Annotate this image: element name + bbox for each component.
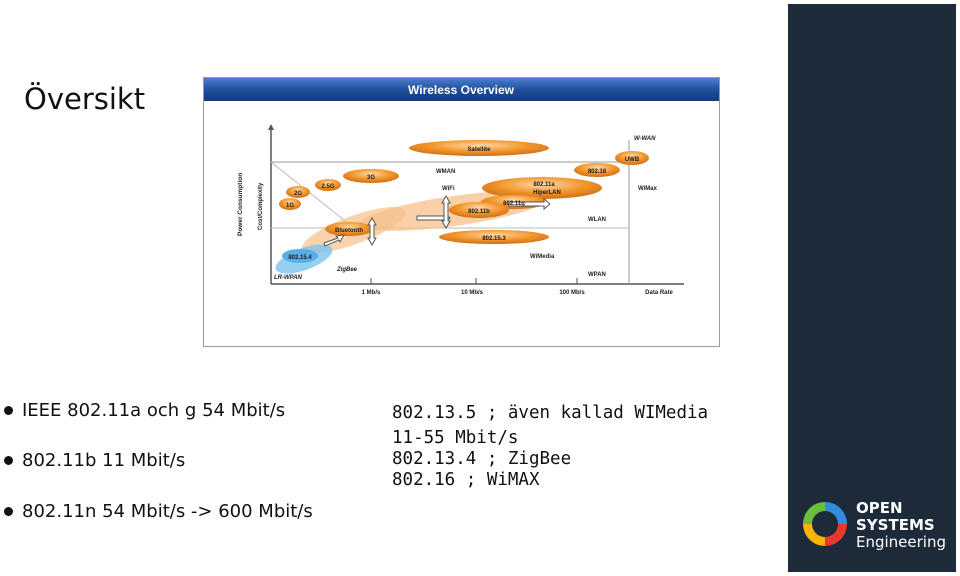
bullet-dot-icon <box>4 456 13 465</box>
bubble-label: 802.16 <box>588 169 607 175</box>
figure-header-bar <box>204 78 719 101</box>
y-axis-label-inner: Cost/Complexity <box>258 182 264 230</box>
bullet-text: 802.11n 54 Mbit/s -> 600 Mbit/s <box>22 501 313 522</box>
bubble-label: 2.5G <box>321 184 334 190</box>
bubble-label: Bluetooth <box>335 228 363 234</box>
satellite-bubble <box>409 140 549 156</box>
bubble-label: ZigBee <box>336 267 358 273</box>
bubble-label: 802.11b <box>468 209 490 215</box>
bubble-label: 802.11g <box>503 201 525 207</box>
802-15-4-bubble <box>282 249 318 263</box>
zone-label: WiFi <box>442 186 455 192</box>
bubble-label: Satellite <box>467 147 491 153</box>
zone-label: WiMax <box>638 186 658 192</box>
bubble-label: UWB <box>625 157 640 163</box>
bullet-text: IEEE 802.11a och g 54 Mbit/s <box>22 400 286 421</box>
bubble-label: 2G <box>294 191 302 197</box>
2g-bubble <box>286 186 310 198</box>
side-panel <box>788 4 956 572</box>
bullet-dot-icon <box>4 406 13 415</box>
x-tick-label: 100 Mb/s <box>559 290 585 296</box>
bullet-dot-icon <box>4 507 13 516</box>
up-down-arrow-icon <box>441 194 451 230</box>
zone-label: WMAN <box>436 169 455 175</box>
802-11b-bubble <box>449 202 509 218</box>
bubble-label: 1G <box>286 203 294 209</box>
diagonal-arrow-icon <box>323 234 345 247</box>
x-tick-label: 10 Mb/s <box>461 290 484 296</box>
up-down-arrow-icon <box>367 216 377 247</box>
802-15-3-bubble <box>439 230 549 244</box>
logo-emblem-icon <box>803 502 847 546</box>
x-tick-label: Data Rate <box>645 290 673 296</box>
zone-label: LR-WPAN <box>274 275 303 281</box>
802-11a-bubble <box>482 177 602 199</box>
zone-label: WiMedia <box>530 254 555 260</box>
3g-bubble <box>343 169 399 183</box>
note-line: 802.13.4 ; ZigBee <box>392 449 572 469</box>
x-tick-label: 1 Mb/s <box>362 290 381 296</box>
bullet-text: 802.11b 11 Mbit/s <box>22 450 186 471</box>
wireless-overview-figure: Wireless Overview Power Consumption Cost… <box>203 77 720 347</box>
bluetooth-bubble <box>325 222 373 236</box>
bubble-label: 3G <box>367 175 375 181</box>
zone-label: WLAN <box>588 217 606 223</box>
logo-line-open: OPEN <box>856 499 903 517</box>
bubble-label: 802.11a <box>533 182 555 188</box>
1g-bubble <box>279 198 301 210</box>
bubble-label: HiperLAN <box>533 190 561 196</box>
zone-label: W-WAN <box>634 136 656 142</box>
note-line: 11-55 Mbit/s <box>392 428 519 448</box>
bubble-label: 802.15.3 <box>482 236 506 242</box>
logo-line-systems: SYSTEMS <box>856 516 935 534</box>
figure-header: Wireless Overview <box>408 83 515 97</box>
uwb-bubble <box>615 151 649 165</box>
notes-block: 802.13.5 ; även kallad WIMedia 11-55 Mbi… <box>392 403 708 491</box>
802-16-bubble <box>574 163 620 177</box>
bubble-label: 802.15.4 <box>288 255 312 261</box>
zone-label: WPAN <box>588 272 606 278</box>
note-line: 802.16 ; WiMAX <box>392 470 540 490</box>
right-arrow-icon <box>508 197 551 211</box>
2-5g-bubble <box>315 179 341 191</box>
y-axis-label-outer: Power Consumption <box>237 173 244 236</box>
company-logo: OPEN SYSTEMS Engineering <box>800 494 960 554</box>
note-line: 802.13.5 ; även kallad WIMedia <box>392 403 709 423</box>
logo-line-engineering: Engineering <box>856 533 946 551</box>
slide-title: Översikt <box>24 82 146 116</box>
